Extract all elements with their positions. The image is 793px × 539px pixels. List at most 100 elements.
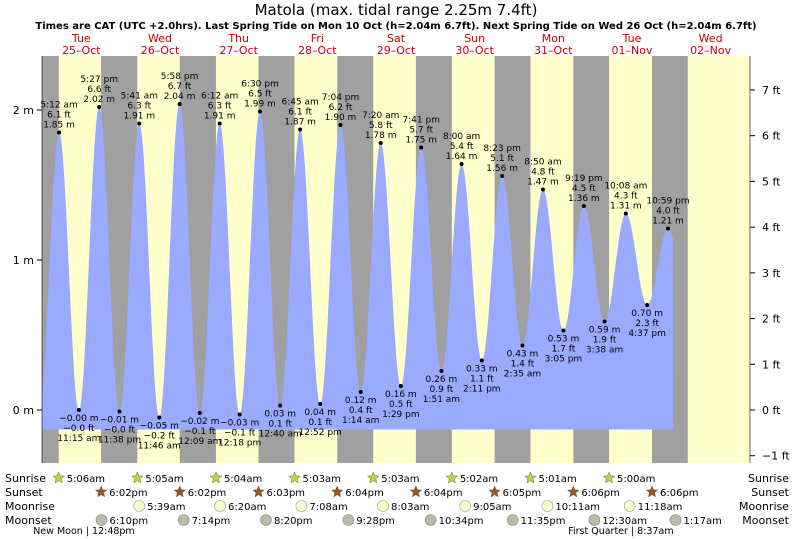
tide-point [257,109,262,114]
daylight-band [687,56,750,463]
tide-curve [42,104,674,430]
day-headers: Tue25–OctWed26–OctThu27–OctFri28–OctSat2… [62,32,732,57]
tide-label: 7:20 am [362,111,399,121]
tide-label: 0.43 m [507,350,539,360]
day-date: 25–Oct [62,44,101,57]
tide-label: 1.7 ft [552,345,576,355]
sunset-time: 6:02pm [109,488,148,499]
tide-label: 12:18 pm [218,439,261,449]
tide-label: 10:59 pm [646,197,689,207]
tide-label: 0.70 m [631,309,663,319]
moonrise-icon [133,500,145,512]
tide-label: −0.01 m [100,416,139,426]
tide-label: 1.56 m [486,164,518,174]
tide-point [298,127,303,132]
tide-label: 1.1 ft [470,375,494,385]
sunrise-time: 5:05am [145,474,183,485]
tide-label: 2:35 am [504,370,541,380]
tide-label: 11:46 am [138,442,181,452]
tide-label: 5:12 am [40,101,77,111]
sunset-icon [173,485,187,498]
tide-label: 5.7 ft [409,126,433,136]
tide-label: 12:40 am [259,430,302,440]
tide-label: 6:12 am [201,92,238,102]
moonset-icon [424,514,437,526]
tide-point [76,408,81,412]
tide-point [540,187,545,192]
tide-label: 8:00 am [443,132,480,142]
y-left-tick-label: 0 m [13,404,34,417]
tide-label: 0.1 ft [308,418,332,428]
tide-label: 0.26 m [426,375,458,385]
tide-label: 4:37 pm [628,329,666,339]
moonset-time: 1:17am [684,516,722,527]
tide-point [398,384,403,388]
tide-label: 5:58 pm [161,72,199,82]
tide-label: −0.1 ft [224,429,256,439]
day-date: 02–Nov [690,44,731,57]
moonrise-icon [623,500,636,512]
tide-label: 6.7 ft [168,82,192,92]
sunset-time: 6:04pm [424,488,463,499]
tide-label: 6.1 ft [47,111,71,121]
day-name: Thu [227,32,249,45]
y-right-tick-label: −1 ft [762,450,790,463]
tide-label: 1.91 m [204,112,236,122]
moonset-time: 12:30am [602,516,647,527]
tide-label: −0.1 ft [184,427,216,437]
tide-label: 2.3 ft [635,319,659,329]
tide-label: 2.04 m [164,92,196,102]
tide-point [665,226,670,231]
tide-label: 11:15 am [57,434,100,444]
y-right-tick-label: 3 ft [762,267,781,280]
day-date: 01–Nov [612,44,653,57]
tide-point [57,130,62,135]
sunset-icon [566,485,580,498]
tide-point [623,211,628,216]
row-label-left: Moonrise [5,500,55,513]
tide-point [378,141,383,145]
moonrise-time: 6:20am [228,502,266,513]
day-name: Wed [148,32,172,45]
tide-label: 6:45 am [281,98,318,108]
day-name: Tue [622,32,642,45]
tide-label: 1.64 m [446,152,478,162]
tide-label: 6:30 pm [241,80,279,90]
y-right-tick-label: 0 ft [762,404,781,417]
sunrise-icon [209,471,223,484]
sunrise-icon [52,471,66,484]
tide-point [117,409,122,414]
tide-label: 6.6 ft [87,85,111,95]
moon-phase-label: New Moon | 12:48pm [33,526,135,537]
tide-label: 4.3 ft [614,192,638,202]
sunrise-time: 5:04am [224,474,262,485]
tide-point [137,121,142,126]
tide-label: 1.91 m [123,112,155,122]
tide-label: 0.04 m [304,408,336,418]
sunset-time: 6:06pm [660,488,699,499]
row-label-right: Sunset [751,486,789,499]
sunrise-time: 5:00am [617,474,655,485]
tide-label: 0.12 m [345,396,377,406]
y-left-tick-label: 1 m [13,254,34,267]
sunset-time: 6:03pm [266,488,305,499]
sunrise-time: 5:03am [303,474,341,485]
tide-label: 1.99 m [244,100,276,110]
tide-label: 0.1 ft [268,420,292,430]
tide-label: 0.53 m [548,335,580,345]
tide-point [157,415,162,420]
moonset-time: 10:34pm [439,516,484,527]
tide-label: −0.0 ft [63,424,95,434]
row-label-right: Moonrise [739,500,789,513]
moonset-icon [260,514,272,526]
tide-label: −0.05 m [140,422,179,432]
day-name: Tue [71,32,91,45]
tide-area [42,104,674,430]
sunrise-time: 5:01am [538,474,576,485]
tide-point [97,105,102,109]
sunrise-icon [602,471,616,484]
tide-point [419,145,424,150]
tide-label: −0.02 m [180,417,219,427]
